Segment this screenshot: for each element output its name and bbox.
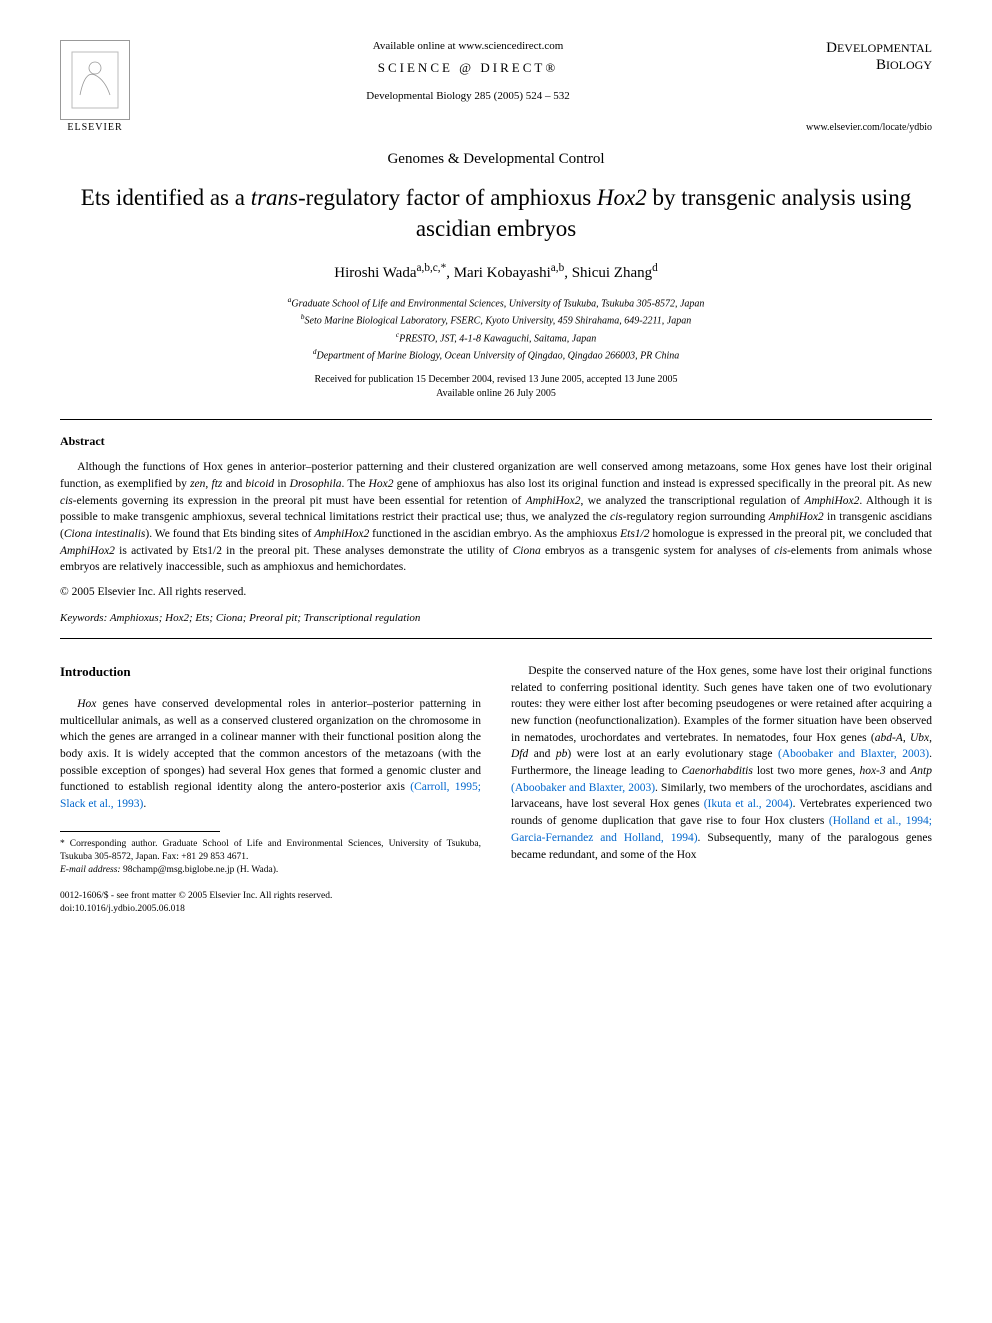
author: Mari Kobayashi (454, 265, 551, 281)
authors-line: Hiroshi Wadaa,b,c,*, Mari Kobayashia,b, … (60, 262, 932, 282)
body-paragraph: Hox genes have conserved developmental r… (60, 696, 481, 813)
journal-name: DEVELOPMENTAL BIOLOGY (806, 40, 932, 74)
keywords-list: Amphioxus; Hox2; Ets; Ciona; Preoral pit… (110, 612, 421, 624)
author: Hiroshi Wada (334, 265, 416, 281)
author-sup: a,b,c,* (417, 262, 447, 274)
doi-block: 0012-1606/$ - see front matter © 2005 El… (60, 890, 481, 917)
affiliation: Seto Marine Biological Laboratory, FSERC… (305, 316, 692, 327)
two-column-body: Introduction Hox genes have conserved de… (60, 663, 932, 916)
email-value: 98champ@msg.biglobe.ne.jp (H. Wada). (123, 865, 278, 875)
dates-block: Received for publication 15 December 200… (60, 373, 932, 401)
abstract-text: Although the functions of Hox genes in a… (60, 459, 932, 576)
citation-link[interactable]: (Aboobaker and Blaxter, 2003) (511, 782, 655, 794)
title-emph: Hox2 (597, 185, 647, 210)
received-date: Received for publication 15 December 200… (315, 374, 678, 385)
footnote-divider (60, 831, 220, 832)
article-title: Ets identified as a trans-regulatory fac… (60, 182, 932, 244)
sciencedirect-logo: SCIENCE @ DIRECT® (130, 60, 806, 76)
journal-url[interactable]: www.elsevier.com/locate/ydbio (806, 122, 932, 133)
author-sup: a,b (551, 262, 564, 274)
keywords-line: Keywords: Amphioxus; Hox2; Ets; Ciona; P… (60, 612, 932, 624)
affiliation: Department of Marine Biology, Ocean Univ… (317, 350, 680, 361)
abstract-heading: Abstract (60, 434, 932, 449)
front-matter-line: 0012-1606/$ - see front matter © 2005 El… (60, 891, 332, 901)
header-row: ELSEVIER Available online at www.science… (60, 40, 932, 133)
divider (60, 638, 932, 639)
affiliation: PRESTO, JST, 4-1-8 Kawaguchi, Saitama, J… (399, 333, 596, 344)
section-name: Genomes & Developmental Control (60, 151, 932, 168)
title-part: -regulatory factor of amphioxus (298, 185, 597, 210)
title-emph: trans (251, 185, 298, 210)
body-paragraph: Despite the conserved nature of the Hox … (511, 663, 932, 863)
journal-reference: Developmental Biology 285 (2005) 524 – 5… (130, 90, 806, 102)
citation-link[interactable]: (Aboobaker and Blaxter, 2003) (778, 748, 929, 760)
corresponding-author-footnote: * Corresponding author. Graduate School … (60, 838, 481, 865)
citation-link[interactable]: (Carroll, 1995; Slack et al., 1993) (60, 781, 481, 810)
affiliations: aGraduate School of Life and Environment… (60, 294, 932, 363)
right-column: Despite the conserved nature of the Hox … (511, 663, 932, 916)
copyright-line: © 2005 Elsevier Inc. All rights reserved… (60, 586, 932, 598)
elsevier-label: ELSEVIER (60, 122, 130, 133)
elsevier-logo-icon (60, 40, 130, 120)
email-footnote: E-mail address: 98champ@msg.biglobe.ne.j… (60, 864, 481, 877)
citation-link[interactable]: (Ikuta et al., 2004) (704, 798, 793, 810)
body-text: . (143, 798, 146, 810)
elsevier-block: ELSEVIER (60, 40, 130, 133)
left-column: Introduction Hox genes have conserved de… (60, 663, 481, 916)
divider (60, 419, 932, 420)
journal-block: DEVELOPMENTAL BIOLOGY www.elsevier.com/l… (806, 40, 932, 133)
keywords-label: Keywords: (60, 612, 107, 624)
online-date: Available online 26 July 2005 (436, 388, 556, 399)
affiliation: Graduate School of Life and Environmenta… (291, 298, 704, 309)
header-center: Available online at www.sciencedirect.co… (130, 40, 806, 110)
citation-link[interactable]: (Holland et al., 1994; Garcia-Fernandez … (511, 815, 932, 844)
title-part: Ets identified as a (81, 185, 251, 210)
available-online-text: Available online at www.sciencedirect.co… (130, 40, 806, 52)
author-sup: d (652, 262, 658, 274)
doi-line: doi:10.1016/j.ydbio.2005.06.018 (60, 904, 185, 914)
introduction-heading: Introduction (60, 663, 481, 682)
email-label: E-mail address: (60, 865, 121, 875)
author: Shicui Zhang (572, 265, 652, 281)
